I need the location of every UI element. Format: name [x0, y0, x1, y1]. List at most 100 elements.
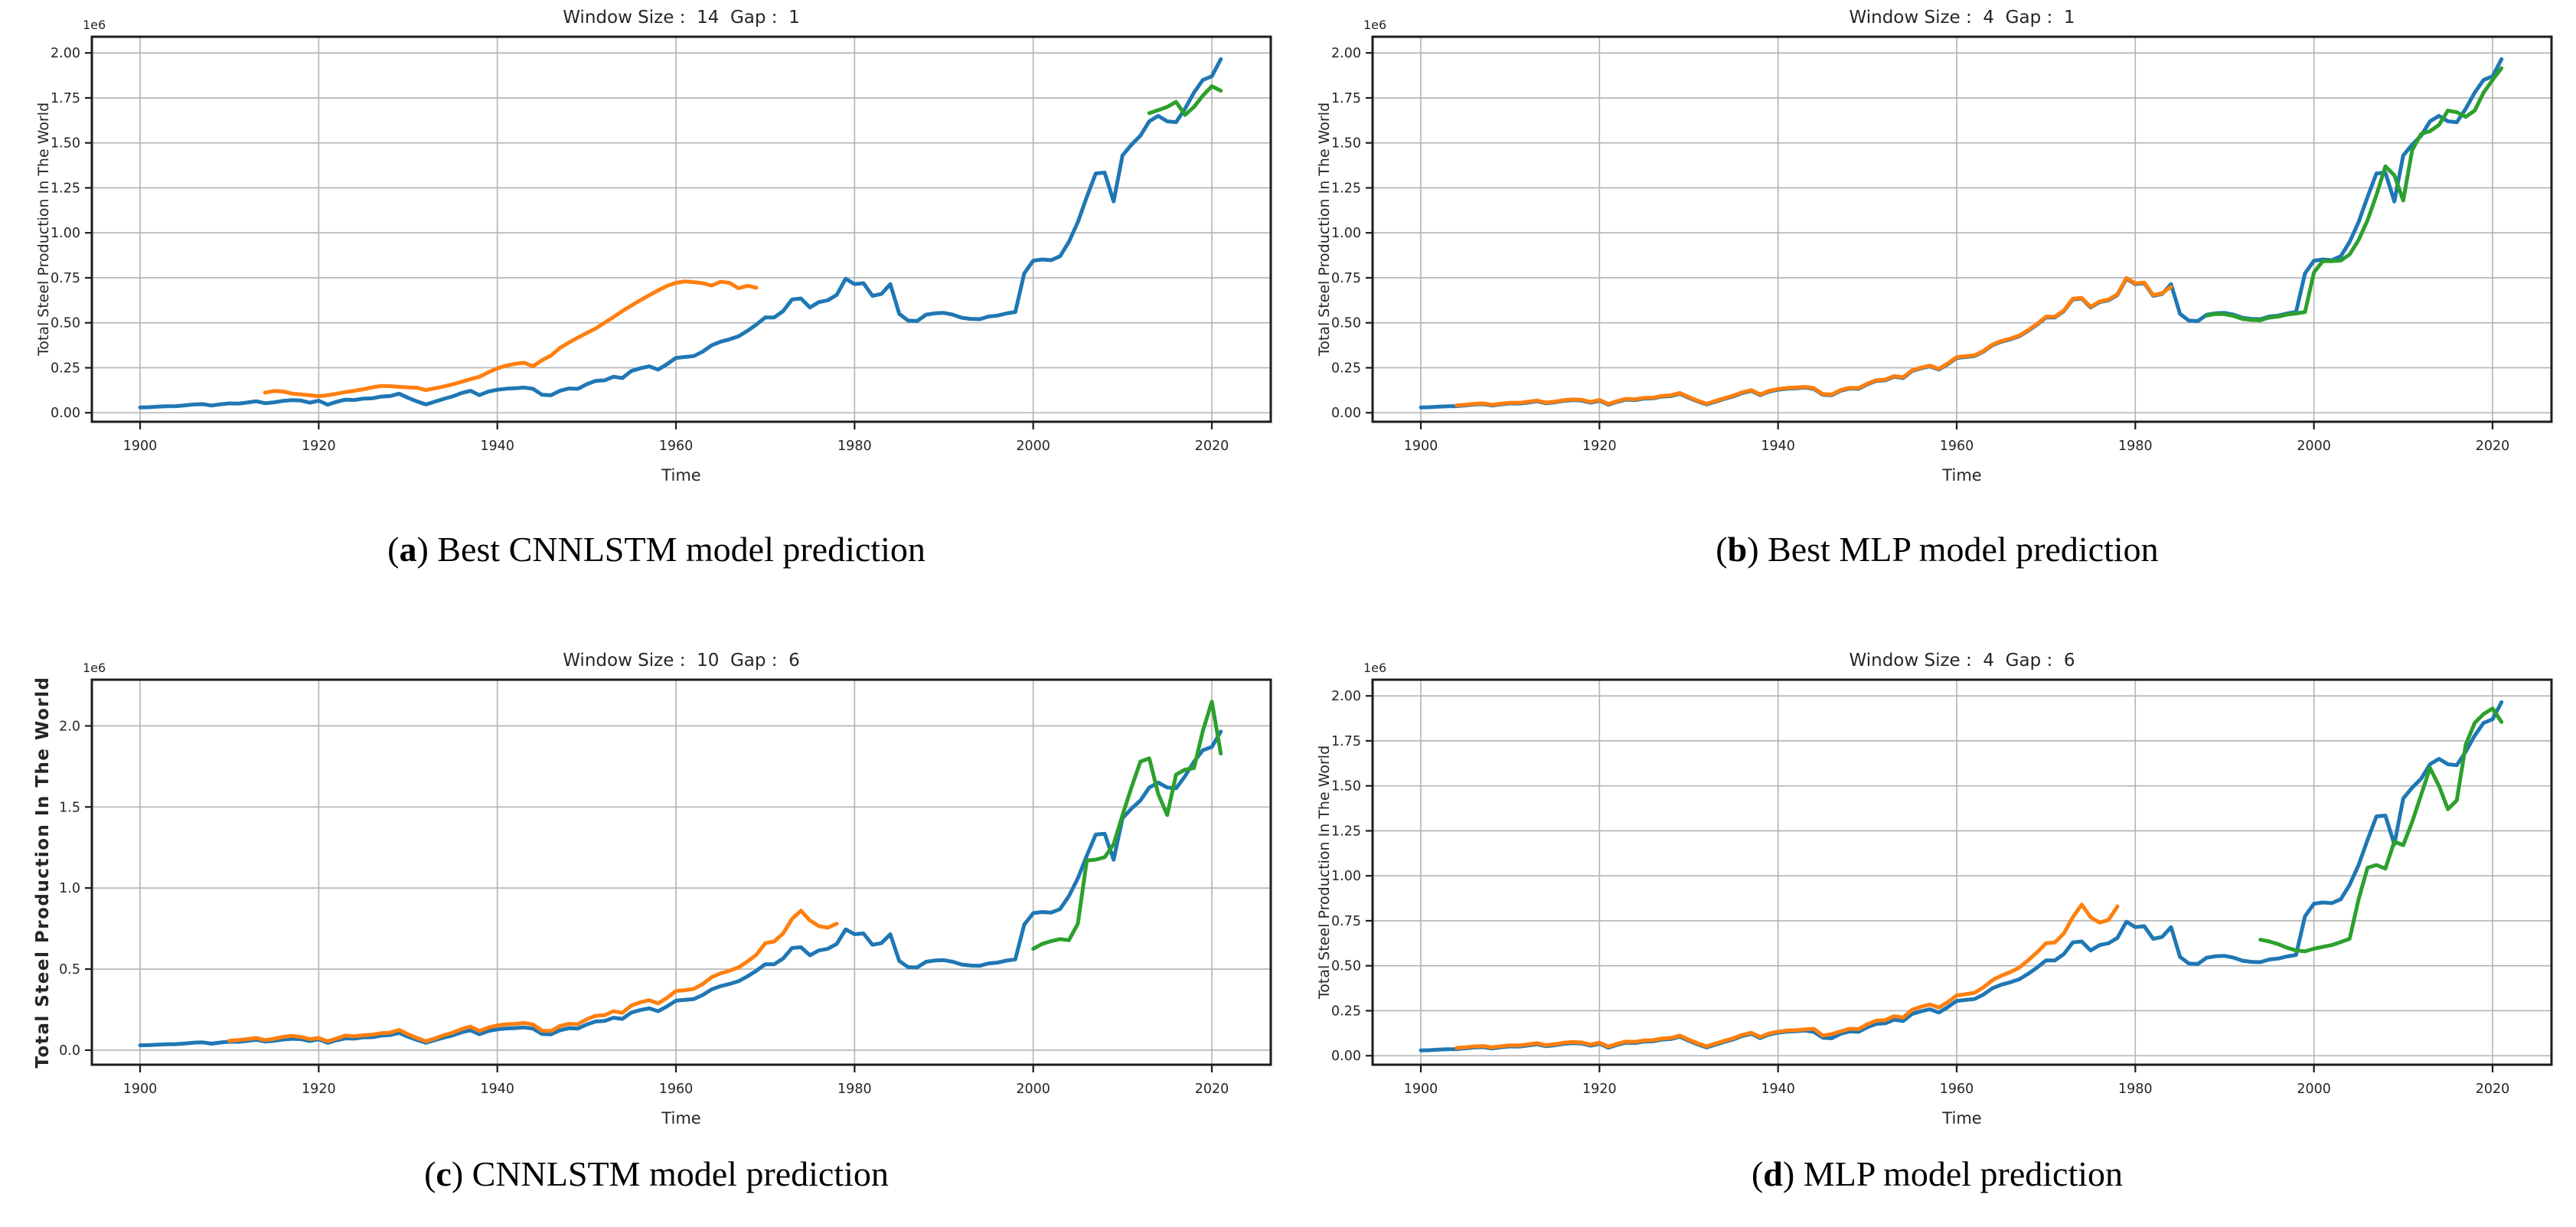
series-lines	[138, 57, 1223, 410]
axis-ticks: 1900 1920 1940 1960 1980 2000 2020 0.00 0.25 0.50…	[1331, 689, 2509, 1097]
y-tick-label: 2.00	[51, 46, 80, 61]
x-tick-label: 2020	[2476, 1082, 2510, 1097]
y-tick-label: 0.00	[51, 406, 80, 421]
x-tick-label: 1960	[659, 439, 694, 454]
x-axis-label: Time	[1941, 1109, 1981, 1127]
y-axis-label: Total Steel Production In The World	[1316, 103, 1333, 357]
x-tick-label: 2020	[2476, 439, 2510, 454]
series-test-prediction	[1147, 84, 1223, 117]
y-tick-label: 1.5	[59, 800, 80, 815]
axis-ticks: 1900 1920 1940 1960 1980 2000 2020 0.0 0.5 1.0 1.5…	[59, 719, 1229, 1097]
chart-background	[1315, 2, 2559, 500]
caption-b-letter: b	[1727, 529, 1748, 569]
y-axis-label: Total Steel Production In The World	[34, 676, 53, 1068]
y-tick-label: 0.25	[1331, 1003, 1361, 1019]
y-tick-label: 2.00	[1331, 689, 1361, 704]
x-tick-label: 1980	[837, 439, 872, 454]
x-tick-label: 1940	[1761, 439, 1795, 454]
x-axis-label: Time	[661, 1109, 700, 1127]
x-tick-label: 2000	[1016, 439, 1050, 454]
grid-lines	[1373, 680, 2552, 1065]
y-tick-label: 0.50	[51, 316, 80, 331]
y-axis-offset-label: 1e6	[1363, 661, 1386, 675]
series-lines	[1419, 700, 2504, 1052]
y-axis-offset-label: 1e6	[1363, 18, 1386, 32]
series-test-prediction	[2258, 707, 2504, 954]
series-test-prediction	[1031, 700, 1223, 951]
figure-panel-a: 1900 1920 1940 1960 1980 2000 2020 0.00 0.25 0.50…	[34, 2, 1278, 500]
y-tick-label: 0.00	[1331, 406, 1361, 421]
caption-c-close-paren: )	[451, 1154, 472, 1193]
figure-panel-b: 1900 1920 1940 1960 1980 2000 2020 0.00 0.25 0.50…	[1315, 2, 2559, 500]
x-tick-label: 1980	[2118, 1082, 2153, 1097]
chart-title: Window Size : 10 Gap : 6	[563, 651, 800, 671]
grid-lines	[92, 37, 1271, 422]
caption-b-close-paren: )	[1747, 529, 1768, 569]
line-chart-d: 1900 1920 1940 1960 1980 2000 2020 0.00 0.25 0.50…	[1315, 645, 2559, 1143]
y-tick-label: 0.0	[59, 1043, 80, 1059]
axis-ticks: 1900 1920 1940 1960 1980 2000 2020 0.00 0.25 0.50…	[1331, 46, 2509, 454]
y-tick-label: 1.75	[51, 91, 80, 106]
x-tick-label: 1920	[302, 1082, 336, 1097]
series-train-prediction	[1455, 276, 2173, 408]
caption-a-open-paren: (	[387, 529, 400, 569]
x-tick-label: 1900	[123, 439, 158, 454]
x-tick-label: 1960	[659, 1082, 694, 1097]
x-tick-label: 2000	[2297, 1082, 2331, 1097]
x-tick-label: 1940	[480, 1082, 514, 1097]
x-axis-label: Time	[1941, 466, 1981, 485]
y-axis-offset-label: 1e6	[83, 18, 106, 32]
grid-lines	[92, 680, 1271, 1065]
line-chart-c: 1900 1920 1940 1960 1980 2000 2020 0.0 0.5 1.0 1.5…	[34, 645, 1278, 1143]
caption-b-open-paren: (	[1716, 529, 1728, 569]
y-tick-label: 1.50	[1331, 779, 1361, 795]
y-tick-label: 0.50	[1331, 316, 1361, 331]
line-chart-b: 1900 1920 1940 1960 1980 2000 2020 0.00 0.25 0.50…	[1315, 2, 2559, 500]
caption-d: (d) MLP model prediction	[1315, 1131, 2559, 1216]
y-tick-label: 0.75	[1331, 914, 1361, 929]
caption-a-text: Best CNNLSTM model prediction	[437, 529, 926, 569]
y-tick-label: 0.50	[1331, 959, 1361, 974]
axis-ticks: 1900 1920 1940 1960 1980 2000 2020 0.00 0.25 0.50…	[51, 46, 1229, 454]
x-tick-label: 1960	[1940, 439, 1974, 454]
y-tick-label: 1.25	[1331, 181, 1361, 196]
y-tick-label: 2.0	[59, 719, 80, 734]
caption-c-open-paren: (	[424, 1154, 436, 1193]
series-actual	[138, 57, 1223, 410]
x-tick-label: 2000	[1016, 1082, 1050, 1097]
x-tick-label: 1900	[123, 1082, 158, 1097]
y-tick-label: 1.75	[1331, 91, 1361, 106]
caption-d-close-paren: )	[1782, 1154, 1804, 1193]
caption-d-letter: d	[1763, 1154, 1783, 1193]
chart-title: Window Size : 4 Gap : 6	[1850, 651, 2075, 671]
y-axis-label: Total Steel Production In The World	[35, 103, 52, 357]
x-tick-label: 1900	[1404, 439, 1438, 454]
plot-border	[90, 678, 1272, 1066]
x-tick-label: 1980	[2118, 439, 2153, 454]
x-axis-label: Time	[661, 466, 700, 485]
y-tick-label: 1.00	[1331, 869, 1361, 884]
grid-lines	[1373, 37, 2552, 422]
caption-a-close-paren: )	[416, 529, 438, 569]
y-axis-label: Total Steel Production In The World	[1316, 746, 1333, 1000]
x-tick-label: 2020	[1195, 439, 1229, 454]
plot-border	[1371, 678, 2553, 1066]
y-tick-label: 0.00	[1331, 1049, 1361, 1064]
x-tick-label: 1920	[302, 439, 336, 454]
y-tick-label: 0.5	[59, 962, 80, 977]
line-chart-a: 1900 1920 1940 1960 1980 2000 2020 0.00 0.25 0.50…	[34, 2, 1278, 500]
caption-c: (c) CNNLSTM model prediction	[34, 1131, 1278, 1216]
y-tick-label: 0.75	[1331, 271, 1361, 286]
caption-c-text: CNNLSTM model prediction	[472, 1154, 889, 1193]
y-tick-label: 1.75	[1331, 734, 1361, 749]
x-tick-label: 1940	[1761, 1082, 1795, 1097]
y-tick-label: 1.00	[1331, 226, 1361, 241]
x-tick-label: 1900	[1404, 1082, 1438, 1097]
chart-title: Window Size : 4 Gap : 1	[1850, 8, 2075, 28]
caption-c-letter: c	[436, 1154, 452, 1193]
caption-d-text: MLP model prediction	[1803, 1154, 2124, 1193]
x-tick-label: 1920	[1582, 1082, 1617, 1097]
y-tick-label: 2.00	[1331, 46, 1361, 61]
caption-a: (a) Best CNNLSTM model prediction	[34, 507, 1278, 591]
series-test-prediction	[2205, 66, 2504, 322]
